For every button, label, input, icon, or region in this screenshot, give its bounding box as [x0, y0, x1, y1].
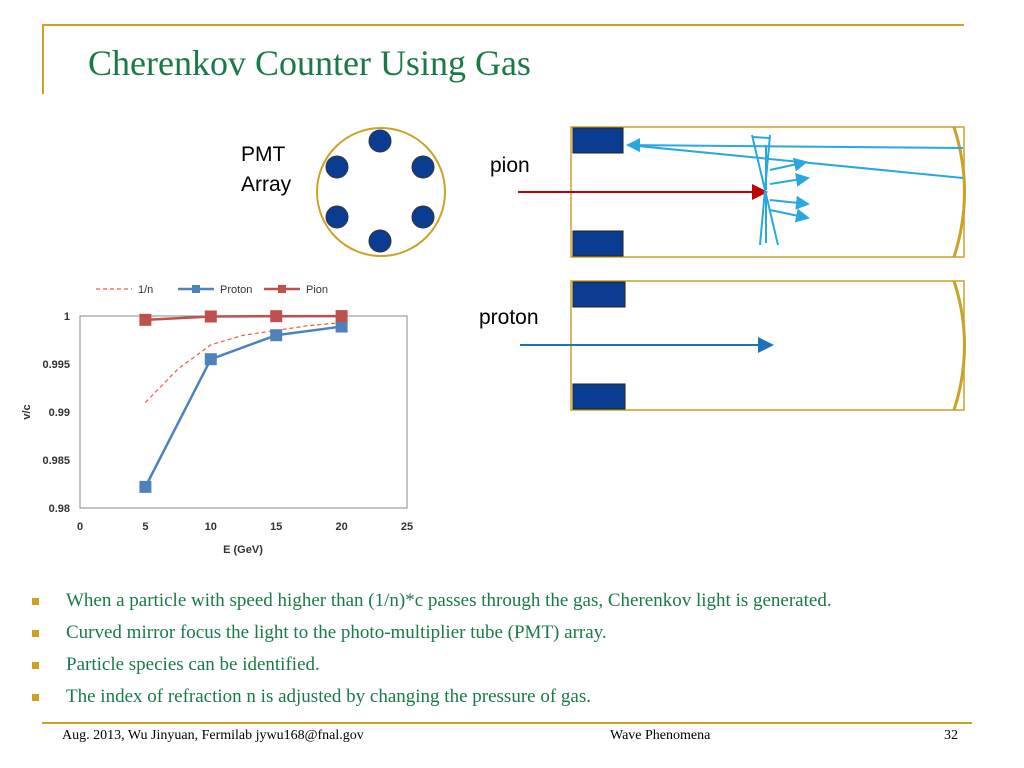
- legend-label: 1/n: [138, 284, 153, 296]
- chart-plot-area: [79, 315, 408, 509]
- chart-legend: 1/n Proton Pion: [96, 284, 328, 296]
- data-point: [335, 310, 348, 323]
- pmt-tube: [368, 129, 392, 153]
- chart-x-tick-label: 10: [205, 521, 217, 533]
- bullet-marker: [32, 598, 39, 605]
- series-line-pion: [145, 314, 342, 322]
- bullet-list: When a particle with speed higher than (…: [30, 588, 1010, 716]
- bullet-text: The index of refraction n is adjusted by…: [66, 686, 591, 707]
- pmt-block: [572, 230, 624, 257]
- slide-title: Cherenkov Counter Using Gas: [88, 43, 531, 83]
- chart-x-tick-label: 15: [270, 521, 282, 533]
- light-ray: [769, 172, 810, 187]
- pmt-tube: [411, 205, 435, 229]
- bullet-marker: [32, 662, 39, 669]
- reflected-ray: [627, 144, 964, 179]
- series-line-proton: [144, 325, 342, 488]
- bullet-marker: [32, 630, 39, 637]
- curved-mirror: [952, 126, 966, 258]
- chart-y-tick-label: 0.995: [42, 359, 70, 371]
- bullet-item: When a particle with speed higher than (…: [30, 588, 1010, 620]
- data-point: [204, 353, 217, 366]
- chart-x-tick-label: 0: [77, 521, 83, 533]
- data-point: [270, 310, 283, 323]
- legend-label: Proton: [220, 284, 252, 296]
- chart-x-axis-label: E (GeV): [223, 544, 263, 556]
- data-point: [270, 329, 283, 342]
- series-line-1-n: [144, 322, 342, 403]
- bullet-text: Curved mirror focus the light to the pho…: [66, 622, 607, 643]
- curved-mirror: [952, 280, 966, 411]
- pmt-array-diagram: [316, 127, 446, 257]
- bullet-item: Curved mirror focus the light to the pho…: [30, 620, 1010, 652]
- chart-x-tick-label: 25: [401, 521, 413, 533]
- chart-y-ticks: 0.98 0.985 0.99 0.995 1: [42, 311, 70, 515]
- chart-y-tick-label: 0.985: [42, 455, 70, 467]
- pmt-block: [572, 127, 624, 154]
- data-point: [204, 310, 217, 323]
- pmt-block: [572, 383, 626, 410]
- footer-rule: [42, 722, 972, 724]
- chart-x-tick-label: 5: [142, 521, 148, 533]
- bullet-item: The index of refraction n is adjusted by…: [30, 684, 1010, 716]
- velocity-chart: 1/n Proton Pion 0.98 0.985 0.99 0.995 1 0 5 10 15…: [21, 284, 413, 556]
- pmt-block: [572, 281, 626, 308]
- data-point: [139, 480, 152, 493]
- pion-counter-diagram: [518, 126, 966, 258]
- light-ray: [759, 134, 771, 246]
- legend-marker: [278, 285, 286, 293]
- light-ray: [751, 136, 770, 139]
- data-point: [335, 320, 348, 333]
- pmt-array-ring: [316, 127, 446, 257]
- pmt-tube: [411, 155, 435, 179]
- light-ray: [769, 195, 810, 210]
- bullet-marker: [32, 694, 39, 701]
- bullet-text: When a particle with speed higher than (…: [66, 590, 832, 611]
- chart-x-ticks: 0 5 10 15 20 25: [77, 521, 413, 533]
- pmt-label-line2: Array: [241, 173, 292, 196]
- reflected-ray: [626, 138, 964, 153]
- footer-center-text: Wave Phenomena: [610, 728, 711, 743]
- data-point: [139, 313, 152, 326]
- bullet-text: Particle species can be identified.: [66, 654, 320, 675]
- chart-y-tick-label: 0.99: [49, 407, 70, 419]
- bullet-item: Particle species can be identified.: [30, 652, 1010, 684]
- pmt-label-line1: PMT: [241, 143, 286, 166]
- chart-y-axis-label: v/c: [21, 404, 33, 419]
- pmt-tube: [325, 205, 349, 229]
- chart-y-tick-label: 1: [64, 311, 70, 323]
- header-rule-top: [42, 24, 964, 26]
- pmt-tube: [368, 229, 392, 253]
- proton-counter-diagram: [520, 280, 966, 411]
- pion-label: pion: [490, 154, 530, 177]
- light-ray: [769, 208, 810, 223]
- pmt-tube: [325, 155, 349, 179]
- chart-x-tick-label: 20: [335, 521, 347, 533]
- proton-label: proton: [479, 306, 539, 329]
- footer-left-text: Aug. 2013, Wu Jinyuan, Fermilab jywu168@…: [62, 728, 364, 743]
- chart-series: [139, 310, 348, 493]
- header-rule-left: [42, 24, 44, 94]
- legend-label: Pion: [306, 284, 328, 296]
- light-ray: [769, 157, 808, 172]
- chart-y-tick-label: 0.98: [49, 503, 70, 515]
- page-number: 32: [944, 728, 958, 743]
- legend-marker: [192, 285, 200, 293]
